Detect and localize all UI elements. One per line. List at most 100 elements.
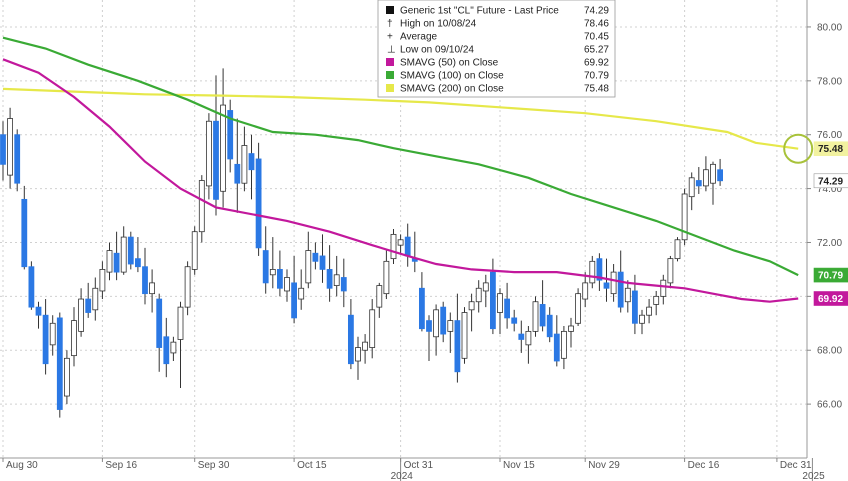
candle-body [667,258,674,284]
legend-label: Generic 1st "CL" Future - Last Price [400,6,559,17]
legend-high-icon: † [387,19,393,30]
x-tick-label: Oct 15 [297,460,327,471]
candle-body [7,118,13,176]
candle-body [632,290,638,324]
candle-body [561,330,567,359]
value-tag-bg [813,267,848,283]
candle-body [440,306,447,335]
candle-body [525,330,532,346]
legend-value: 70.45 [584,32,609,43]
candle-body [14,134,21,184]
legend-swatch [386,58,394,66]
x-axis: Aug 30 Sep 16 Sep 30 Oct 15 Oct 31 Nov 15 Nov … [0,457,825,481]
candle-body [113,252,120,273]
legend-value: 78.46 [584,19,609,30]
x-tick-label: Sep 30 [198,460,230,471]
candle-body [390,233,397,260]
candle-body [106,250,113,273]
candle-body [255,158,262,249]
candle-body [674,239,681,260]
candle-body [539,304,546,327]
candle-body [596,258,603,281]
x-tick-label: Nov 15 [503,460,535,471]
value-tag-bg [813,141,848,157]
candle-body [653,295,660,305]
candle-body [404,236,411,257]
legend-value: 70.79 [584,71,609,82]
chart-legend: Generic 1st "CL" Future - Last Price 74.2… [377,0,616,98]
candle-body [376,285,383,308]
candle-body [0,134,6,165]
candle-body [156,298,163,348]
candle-body [312,252,319,262]
candle-body [454,320,461,373]
candle-body [49,322,56,346]
value-tag-label: 75.48 [818,144,843,155]
candle-body [213,120,219,200]
candle-body [546,314,553,338]
candle-body [305,250,312,284]
candle-body [326,269,333,289]
candle-body [163,336,170,365]
candle-body [248,153,255,171]
moving-average-lines [2,36,814,303]
candle-body [149,282,156,295]
candle-body [276,269,283,289]
legend-value: 69.92 [584,58,609,69]
candle-body [589,260,596,284]
candle-body [695,180,702,187]
legend-value: 74.29 [584,6,609,17]
x-tick-label: Dec 16 [688,460,720,471]
candle-body [624,287,631,303]
candle-body [262,250,269,284]
candle-body [142,266,148,295]
candle-body [717,169,723,182]
candle-body [617,271,624,308]
y-tick-label: 68.00 [817,346,842,357]
candle-body [397,239,404,246]
legend-swatch [386,84,394,92]
candle-body [468,301,475,311]
candle-body [482,282,489,292]
sma200-line [2,87,799,150]
candle-body [426,320,432,332]
candle-body [362,341,369,351]
x-tick-label: Nov 29 [588,460,620,471]
candle-body [42,314,49,365]
value-tags: 75.48 74.29 70.79 69.92 [813,141,848,306]
candle-body [269,269,276,276]
candle-body [134,258,141,268]
candle-body [35,306,42,316]
candle-body [64,357,70,397]
legend-series-icon [386,6,394,14]
sma50-line [2,58,799,303]
x-year-label: 2025 [802,471,825,481]
candle-body [340,277,347,292]
y-tick-label: 78.00 [817,76,842,87]
candle-body [369,309,376,348]
candle-body [127,236,134,265]
candle-body [198,180,205,233]
highlight-circle [783,133,814,164]
candlestick-series [0,68,723,418]
x-tick-label: Aug 30 [6,460,38,471]
candle-body [433,309,440,338]
candle-body [92,287,99,311]
candle-body [703,169,709,187]
value-tag-label: 70.79 [818,271,843,282]
candle-body [220,104,227,192]
candle-body [191,231,198,270]
y-tick-label: 66.00 [817,400,842,411]
candle-body [170,341,177,354]
x-tick-label: Oct 31 [404,460,434,471]
candle-body [582,282,589,300]
legend-label: SMAVG (50) on Close [400,58,499,69]
candle-body [333,274,340,286]
candle-body [205,120,212,187]
candle-body [688,177,695,198]
candle-body [497,293,503,313]
legend-label: Low on 09/10/24 [400,45,474,56]
candle-body [234,163,241,184]
candle-body [418,287,425,330]
